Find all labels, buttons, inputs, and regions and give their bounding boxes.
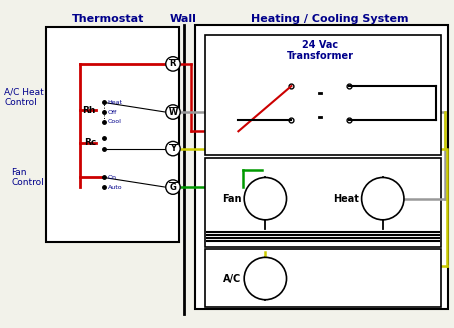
Circle shape bbox=[361, 177, 404, 220]
Text: R: R bbox=[170, 59, 176, 69]
Text: Off: Off bbox=[108, 110, 117, 114]
Text: A/C Heat
Control: A/C Heat Control bbox=[4, 88, 44, 107]
Bar bbox=[205, 249, 440, 307]
Bar bbox=[205, 158, 440, 247]
Bar bbox=[205, 35, 440, 155]
Text: W: W bbox=[168, 108, 178, 116]
Circle shape bbox=[166, 57, 180, 71]
Text: A/C: A/C bbox=[223, 274, 242, 283]
Bar bbox=[195, 25, 448, 309]
Circle shape bbox=[166, 141, 180, 156]
Text: G: G bbox=[169, 183, 177, 192]
Circle shape bbox=[166, 180, 180, 194]
Text: Heat: Heat bbox=[333, 194, 359, 204]
Text: Heat: Heat bbox=[108, 100, 123, 105]
Circle shape bbox=[244, 257, 286, 300]
Text: Auto: Auto bbox=[108, 185, 122, 190]
Text: Rh: Rh bbox=[83, 106, 96, 114]
Text: Thermostat: Thermostat bbox=[72, 14, 145, 24]
Text: Wall: Wall bbox=[170, 14, 197, 24]
Text: Rc: Rc bbox=[84, 138, 96, 147]
Text: Cool: Cool bbox=[108, 119, 121, 124]
Circle shape bbox=[166, 105, 180, 119]
Bar bbox=[46, 27, 179, 242]
Text: Fan: Fan bbox=[222, 194, 242, 204]
Text: On: On bbox=[108, 175, 117, 180]
Text: Fan
Control: Fan Control bbox=[11, 168, 44, 187]
Circle shape bbox=[244, 177, 286, 220]
Text: 24 Vac
Transformer: 24 Vac Transformer bbox=[287, 40, 354, 61]
Text: Y: Y bbox=[170, 144, 176, 153]
Text: Heating / Cooling System: Heating / Cooling System bbox=[251, 14, 409, 24]
